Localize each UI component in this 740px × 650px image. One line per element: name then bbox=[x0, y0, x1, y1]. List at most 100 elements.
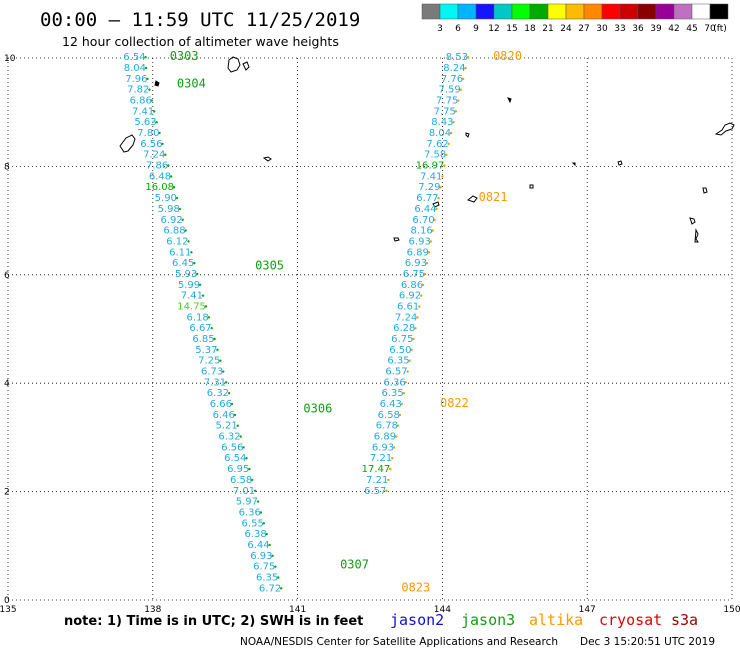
track-point bbox=[169, 175, 173, 178]
wave-height-label: 6.58 bbox=[378, 410, 400, 421]
track-point bbox=[447, 142, 450, 146]
track-point bbox=[158, 131, 161, 135]
track-point bbox=[425, 261, 429, 265]
track-point bbox=[242, 446, 245, 449]
track-point bbox=[256, 500, 260, 503]
wave-height-label: 5.98 bbox=[158, 204, 180, 215]
track-point bbox=[245, 457, 248, 460]
colorbar-tick-label: 12 bbox=[488, 24, 499, 34]
wave-height-label: 7.31 bbox=[204, 377, 226, 388]
wave-height-label: 6.67 bbox=[189, 323, 211, 334]
colorbar-swatch bbox=[421, 3, 441, 20]
track-point bbox=[219, 359, 222, 362]
wave-height-label: 6.95 bbox=[227, 464, 249, 475]
track-point bbox=[439, 186, 442, 189]
track-point bbox=[400, 402, 404, 406]
satellite-name-s3a: s3a bbox=[671, 611, 698, 629]
track-point bbox=[274, 565, 277, 568]
pass-time-label: 0821 bbox=[479, 190, 508, 204]
wave-height-label: 7.58 bbox=[424, 150, 446, 161]
track-point bbox=[239, 435, 242, 438]
wave-height-label: 6.89 bbox=[407, 247, 429, 258]
coastline bbox=[119, 56, 735, 243]
island-shape bbox=[466, 195, 478, 203]
track-point bbox=[408, 359, 411, 362]
colorbar-tick-label: 9 bbox=[473, 24, 479, 34]
track-point bbox=[222, 370, 225, 373]
wave-height-label: 6.75 bbox=[403, 269, 425, 280]
wave-height-label: 6.28 bbox=[393, 323, 415, 334]
track-point bbox=[410, 348, 413, 352]
wave-height-label: 8.04 bbox=[429, 128, 451, 139]
track-point bbox=[251, 478, 254, 482]
pass-time-label: 0304 bbox=[177, 76, 206, 90]
track-point bbox=[204, 305, 208, 308]
wave-height-label: 6.32 bbox=[218, 432, 240, 443]
wave-height-label: 8.24 bbox=[443, 63, 465, 74]
y-tick-label: 0 bbox=[4, 596, 10, 606]
track-point bbox=[175, 196, 179, 200]
island-shape bbox=[242, 61, 250, 71]
wave-height-label: 7.59 bbox=[438, 85, 460, 96]
colorbar-tick-label: 24 bbox=[560, 24, 572, 34]
colorbar-legend: 3 6 9 12 15 18 21 24 27 30 33 36 39 42 45 70(ft) bbox=[421, 3, 729, 34]
track-point bbox=[172, 186, 176, 189]
track-point bbox=[437, 196, 440, 200]
track-point bbox=[184, 229, 187, 232]
island-shape bbox=[689, 217, 696, 225]
wave-height-label: 6.61 bbox=[397, 301, 419, 312]
wave-height-label: 6.38 bbox=[244, 529, 266, 540]
track-point bbox=[445, 153, 448, 156]
wave-height-label: 6.75 bbox=[253, 562, 275, 573]
satellite-name-jason3: jason3 bbox=[461, 611, 515, 629]
track-point bbox=[161, 142, 164, 146]
wave-height-label: 7.21 bbox=[370, 453, 392, 464]
wave-height-label: 5.21 bbox=[215, 421, 237, 432]
wave-height-label: 6.58 bbox=[230, 475, 252, 486]
wave-height-label: 6.18 bbox=[187, 312, 209, 323]
wave-height-label: 6.50 bbox=[389, 345, 411, 356]
island-shape bbox=[227, 56, 241, 73]
colorbar-swatch bbox=[511, 3, 531, 20]
satellite-name-altika: altika bbox=[529, 611, 583, 629]
track-point bbox=[421, 283, 425, 287]
wave-height-label: 6.57 bbox=[385, 367, 407, 378]
satellite-name-cryosat: cryosat bbox=[599, 611, 662, 629]
island-shape bbox=[507, 97, 512, 104]
track-point bbox=[396, 424, 400, 427]
track-point bbox=[423, 272, 427, 276]
track-point bbox=[457, 99, 460, 102]
colorbar-swatch bbox=[529, 3, 549, 20]
track-point bbox=[198, 283, 202, 287]
track-point bbox=[412, 337, 415, 341]
colorbar-tick-label: 21 bbox=[542, 24, 553, 34]
island-shape bbox=[694, 228, 699, 243]
island-shape bbox=[119, 134, 136, 153]
track-point bbox=[402, 392, 405, 395]
wave-height-label: 6.92 bbox=[399, 291, 421, 302]
wave-height-label: 16.08 bbox=[145, 182, 174, 193]
track-point bbox=[150, 99, 154, 102]
track-point bbox=[418, 305, 421, 308]
track-point bbox=[233, 413, 237, 417]
track-point bbox=[452, 121, 455, 124]
track-point bbox=[167, 164, 170, 167]
track-point bbox=[178, 207, 182, 211]
pass-time-label: 0820 bbox=[493, 49, 522, 63]
wave-height-label: 6.57 bbox=[364, 486, 386, 497]
wave-height-label: 7.01 bbox=[233, 486, 255, 497]
wave-height-label: 5.93 bbox=[175, 269, 197, 280]
pass-time-label: 0307 bbox=[340, 558, 369, 572]
track-point bbox=[387, 478, 390, 482]
x-tick-label: 138 bbox=[144, 605, 161, 615]
track-point bbox=[227, 392, 231, 395]
wave-height-label: 7.75 bbox=[436, 96, 458, 107]
wave-height-label: 6.45 bbox=[172, 258, 194, 269]
track-point bbox=[271, 554, 274, 558]
track-point bbox=[190, 251, 193, 254]
wave-height-label: 6.36 bbox=[239, 507, 261, 518]
colorbar-tick-label: 36 bbox=[632, 24, 644, 34]
colorbar-tick-label: 3 bbox=[437, 24, 443, 34]
island-shape bbox=[432, 201, 440, 208]
island-shape bbox=[154, 80, 160, 87]
